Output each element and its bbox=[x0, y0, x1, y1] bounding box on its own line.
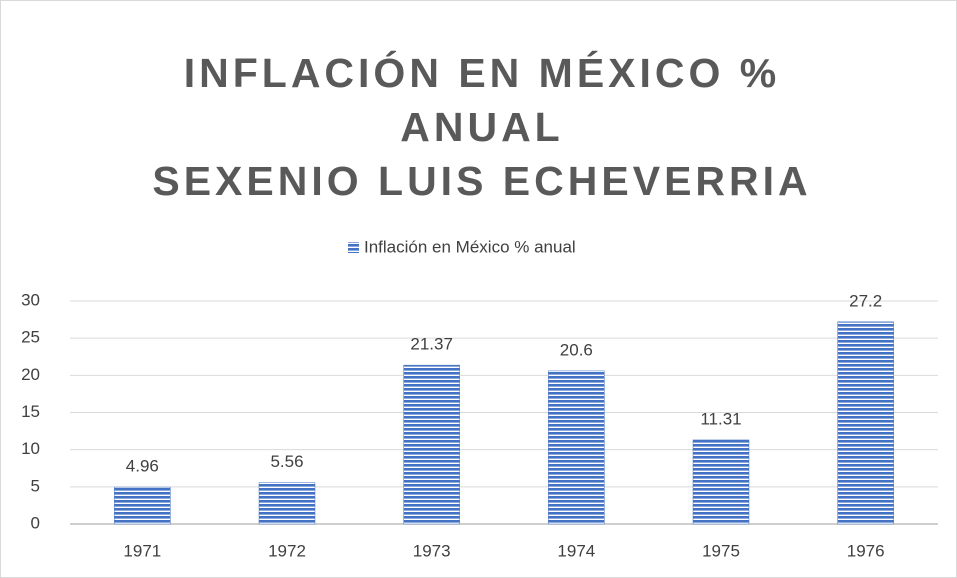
y-tick-label: 30 bbox=[21, 290, 40, 309]
x-tick-label: 1976 bbox=[847, 541, 885, 560]
bar bbox=[258, 482, 316, 525]
y-tick-label: 25 bbox=[21, 328, 40, 347]
y-tick-label: 0 bbox=[31, 513, 40, 532]
y-tick-label: 20 bbox=[21, 365, 40, 384]
x-tick-label: 1975 bbox=[702, 541, 740, 560]
data-label: 21.37 bbox=[410, 335, 453, 354]
data-label: 27.2 bbox=[849, 291, 882, 310]
x-tick-label: 1974 bbox=[557, 541, 595, 560]
chart-title: ANUAL bbox=[400, 104, 563, 150]
data-label: 5.56 bbox=[270, 452, 303, 471]
bar bbox=[403, 364, 460, 525]
bar bbox=[548, 370, 605, 525]
data-label: 11.31 bbox=[700, 409, 741, 428]
bar bbox=[692, 439, 750, 525]
x-tick-label: 1972 bbox=[268, 541, 306, 560]
chart-title: SEXENIO LUIS ECHEVERRIA bbox=[152, 158, 811, 204]
y-tick-label: 5 bbox=[31, 476, 40, 495]
y-tick-label: 15 bbox=[21, 402, 40, 421]
bar bbox=[114, 486, 171, 525]
chart-title: INFLACIÓN EN MÉXICO % bbox=[184, 50, 781, 96]
legend-label: Inflación en México % anual bbox=[364, 237, 576, 256]
bar bbox=[837, 321, 894, 525]
data-label: 20.6 bbox=[560, 340, 593, 359]
x-tick-label: 1973 bbox=[413, 541, 451, 560]
x-tick-label: 1971 bbox=[123, 541, 161, 560]
y-tick-label: 10 bbox=[21, 439, 40, 458]
legend-swatch bbox=[348, 242, 359, 253]
data-label: 4.96 bbox=[126, 457, 159, 476]
